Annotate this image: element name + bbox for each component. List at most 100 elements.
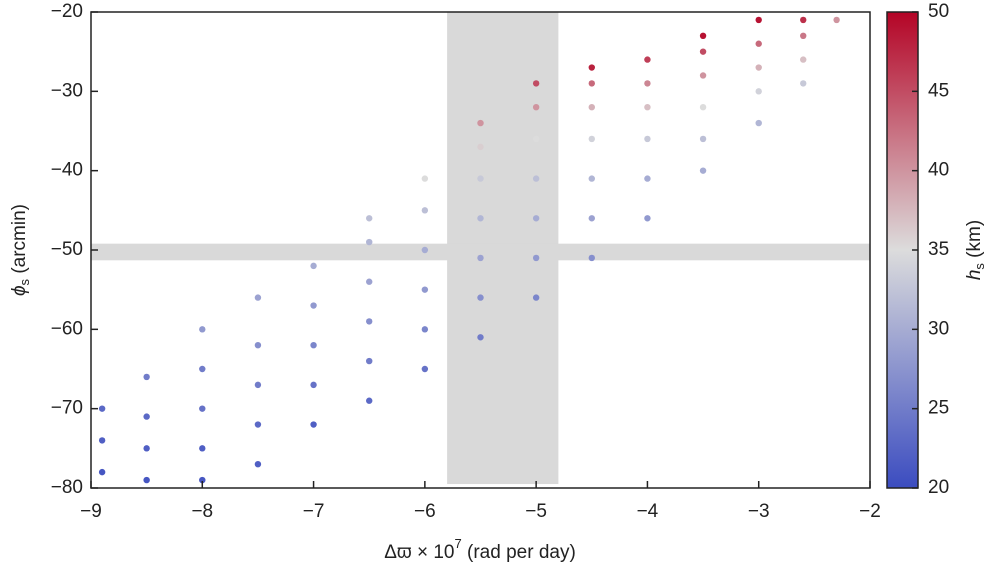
colorbar-tick-label: 25 bbox=[928, 398, 949, 419]
point bbox=[588, 80, 595, 87]
point bbox=[254, 342, 262, 349]
point bbox=[699, 135, 707, 143]
point bbox=[755, 16, 762, 24]
x-tick-label: −4 bbox=[637, 501, 659, 522]
x-label-main: Δϖ × 10 bbox=[384, 542, 454, 563]
x-axis-label: Δϖ × 107 (rad per day) bbox=[384, 536, 576, 563]
point bbox=[366, 397, 373, 404]
point bbox=[477, 175, 484, 182]
point bbox=[800, 80, 807, 87]
point bbox=[699, 72, 707, 79]
point bbox=[644, 104, 651, 111]
point bbox=[477, 215, 484, 222]
point bbox=[800, 16, 807, 24]
point bbox=[310, 421, 317, 428]
point bbox=[800, 56, 807, 63]
point bbox=[366, 357, 373, 365]
point bbox=[366, 278, 373, 285]
point bbox=[310, 302, 317, 309]
point bbox=[833, 16, 840, 24]
y-label-main: ϕ bbox=[9, 285, 30, 296]
y-tick-label: −30 bbox=[51, 80, 83, 101]
point bbox=[699, 32, 707, 39]
point bbox=[588, 64, 595, 71]
point bbox=[532, 215, 540, 222]
point bbox=[199, 445, 206, 452]
point bbox=[755, 119, 762, 127]
point bbox=[310, 262, 317, 270]
colorbar-tick-label: 45 bbox=[928, 80, 949, 101]
x-tick-label: −3 bbox=[748, 501, 770, 522]
cb-label-tail: (km) bbox=[964, 220, 985, 263]
point bbox=[199, 405, 206, 412]
point bbox=[254, 461, 262, 468]
highlight-band bbox=[91, 243, 870, 261]
y-tick-label: −40 bbox=[51, 160, 83, 181]
point bbox=[366, 238, 373, 246]
colorbar-tick-label: 20 bbox=[928, 477, 949, 498]
point bbox=[366, 215, 373, 222]
point bbox=[699, 167, 707, 174]
point bbox=[143, 445, 150, 452]
point bbox=[477, 294, 484, 301]
point bbox=[699, 104, 707, 111]
point bbox=[588, 104, 595, 111]
point bbox=[366, 318, 373, 325]
x-tick-label: −6 bbox=[414, 501, 436, 522]
colorbar-tick-label: 30 bbox=[928, 318, 949, 339]
cb-label-sub: s bbox=[972, 263, 987, 270]
point bbox=[532, 104, 540, 111]
x-label-tail: (rad per day) bbox=[462, 542, 576, 563]
point bbox=[588, 175, 595, 182]
point bbox=[644, 56, 651, 63]
x-tick-label: −9 bbox=[80, 501, 102, 522]
x-label-sup: 7 bbox=[455, 536, 462, 551]
point bbox=[644, 135, 651, 143]
point bbox=[800, 32, 807, 39]
point bbox=[421, 207, 429, 214]
point bbox=[699, 48, 707, 55]
point bbox=[755, 64, 762, 71]
point bbox=[588, 215, 595, 222]
x-tick-label: −7 bbox=[303, 501, 325, 522]
point bbox=[421, 246, 429, 254]
colorbar-tick-label: 40 bbox=[928, 160, 949, 181]
point bbox=[254, 381, 262, 389]
cb-label-main: h bbox=[964, 270, 985, 281]
x-tick-label: −2 bbox=[859, 501, 881, 522]
y-tick-label: −80 bbox=[51, 477, 83, 498]
y-axis-label: ϕs (arcmin) bbox=[9, 204, 32, 296]
point bbox=[644, 80, 651, 87]
point bbox=[98, 405, 106, 412]
point bbox=[199, 326, 206, 333]
point bbox=[421, 175, 429, 182]
point bbox=[477, 143, 484, 151]
point bbox=[310, 342, 317, 349]
y-tick-label: −70 bbox=[51, 398, 83, 419]
x-tick-label: −8 bbox=[191, 501, 213, 522]
point bbox=[199, 365, 206, 373]
point bbox=[477, 119, 484, 127]
colorbar-tick-label: 50 bbox=[928, 1, 949, 22]
y-label-sub: s bbox=[17, 278, 32, 285]
x-tick-label: −5 bbox=[525, 501, 547, 522]
point bbox=[310, 381, 317, 389]
point bbox=[143, 413, 150, 420]
point bbox=[477, 254, 484, 262]
point bbox=[755, 40, 762, 47]
point bbox=[98, 468, 106, 476]
point bbox=[254, 421, 262, 428]
y-tick-label: −60 bbox=[51, 318, 83, 339]
point bbox=[532, 80, 540, 87]
point bbox=[532, 135, 540, 143]
point bbox=[644, 215, 651, 222]
y-tick-label: −20 bbox=[51, 1, 83, 22]
point bbox=[532, 294, 540, 301]
point bbox=[532, 254, 540, 262]
point bbox=[477, 334, 484, 341]
point bbox=[254, 294, 262, 301]
point bbox=[199, 476, 206, 484]
point bbox=[588, 135, 595, 143]
point bbox=[421, 365, 429, 373]
